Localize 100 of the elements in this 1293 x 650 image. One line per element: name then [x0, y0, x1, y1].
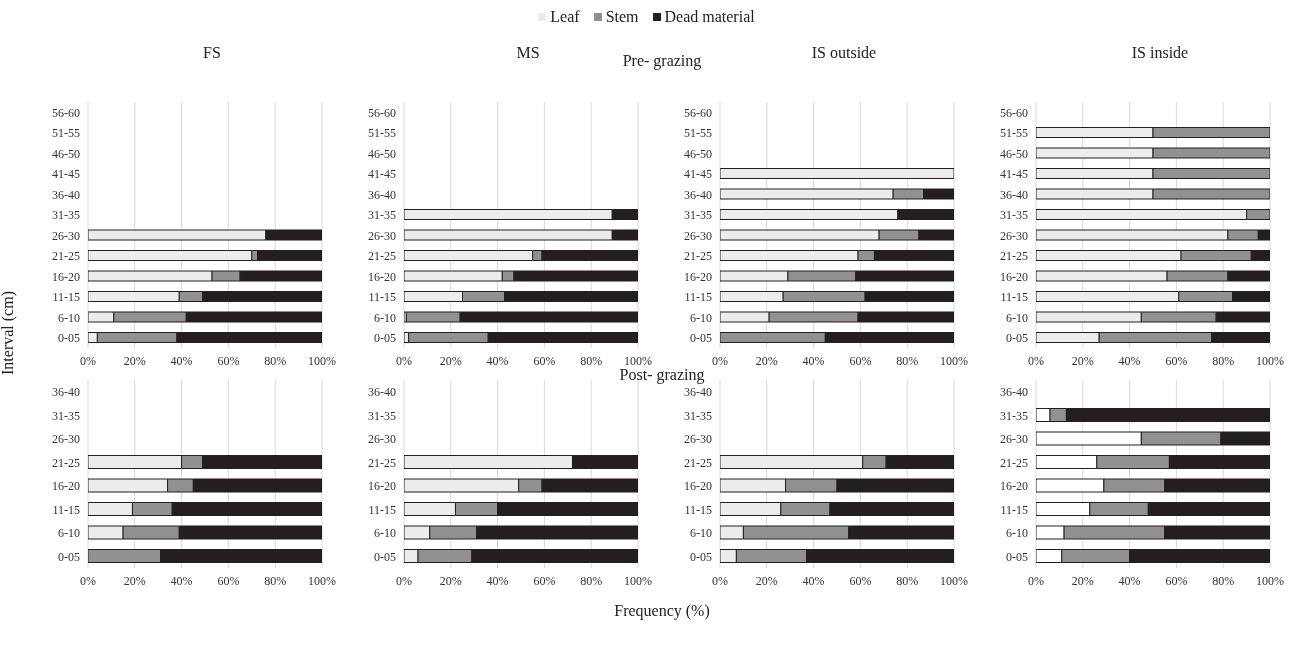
y-tick-label: 26-30: [684, 228, 712, 243]
y-tick-label: 16-20: [368, 269, 396, 284]
y-tick-label: 0-05: [374, 549, 396, 564]
x-tick-label: 100%: [940, 573, 968, 588]
y-tick-label: 36-40: [1000, 385, 1028, 400]
chart-title: FS: [202, 44, 222, 63]
x-tick-label: 80%: [264, 573, 287, 588]
x-tick-label: 100%: [308, 353, 336, 368]
x-tick-label: 60%: [1165, 573, 1188, 588]
x-tick-label: 20%: [1071, 353, 1094, 368]
x-tick-label: 80%: [896, 353, 919, 368]
y-tick-label: 0-05: [1006, 549, 1028, 564]
y-tick-label: 11-15: [52, 502, 80, 517]
x-tick-label: 40%: [802, 573, 825, 588]
y-tick-label: 21-25: [684, 249, 712, 264]
chart-title: IS inside: [1130, 44, 1190, 63]
y-tick-label: 21-25: [368, 455, 396, 470]
y-tick-label: 46-50: [52, 146, 80, 161]
x-tick-label: 40%: [802, 353, 825, 368]
y-tick-label: 11-15: [1000, 502, 1028, 517]
x-tick-label: 20%: [439, 573, 462, 588]
y-tick-label: 16-20: [52, 479, 80, 494]
x-tick-label: 0%: [80, 353, 96, 368]
y-tick-label: 46-50: [1000, 146, 1028, 161]
y-tick-label: 51-55: [684, 126, 712, 141]
y-tick-label: 41-45: [684, 167, 712, 182]
x-tick-label: 60%: [533, 573, 556, 588]
y-tick-label: 16-20: [684, 479, 712, 494]
x-tick-label: 100%: [1256, 353, 1284, 368]
y-tick-label: 41-45: [1000, 167, 1028, 182]
y-tick-label: 11-15: [684, 502, 712, 517]
y-tick-label: 6-10: [58, 310, 80, 325]
x-tick-label: 100%: [624, 573, 652, 588]
chart-title: MS: [516, 44, 540, 61]
x-tick-label: 40%: [170, 573, 193, 588]
y-tick-label: 16-20: [1000, 479, 1028, 494]
y-tick-label: 16-20: [684, 269, 712, 284]
x-tick-label: 40%: [486, 573, 509, 588]
y-axis-title: Interval (cm): [0, 290, 17, 377]
x-tick-label: 0%: [712, 573, 728, 588]
x-tick-label: 80%: [896, 573, 919, 588]
x-tick-label: 100%: [624, 353, 652, 368]
y-tick-label: 31-35: [368, 208, 396, 223]
chart-title: IS outside: [811, 44, 877, 61]
x-tick-label: 20%: [123, 353, 146, 368]
y-tick-label: 11-15: [52, 290, 80, 305]
y-tick-label: 56-60: [52, 105, 80, 120]
y-tick-label: 26-30: [368, 228, 396, 243]
y-tick-label: 56-60: [368, 105, 396, 120]
x-axis-title: Frequency (%): [613, 602, 711, 620]
y-tick-label: 26-30: [1000, 432, 1028, 447]
y-tick-label: 26-30: [1000, 228, 1028, 243]
y-tick-label: 31-35: [1000, 408, 1028, 423]
x-tick-label: 0%: [396, 353, 412, 368]
y-tick-label: 36-40: [684, 187, 712, 202]
x-tick-label: 60%: [217, 353, 240, 368]
y-tick-label: 36-40: [52, 385, 80, 400]
y-tick-label: 11-15: [1000, 290, 1028, 305]
y-tick-label: 26-30: [52, 228, 80, 243]
y-tick-label: 21-25: [368, 249, 396, 264]
y-tick-label: 0-05: [1006, 331, 1028, 346]
y-tick-label: 21-25: [684, 455, 712, 470]
x-tick-label: 80%: [580, 573, 603, 588]
y-tick-label: 26-30: [52, 432, 80, 447]
x-tick-label: 60%: [533, 353, 556, 368]
y-tick-label: 0-05: [58, 549, 80, 564]
y-tick-label: 36-40: [368, 187, 396, 202]
y-tick-label: 0-05: [690, 549, 712, 564]
y-tick-label: 36-40: [368, 385, 396, 400]
x-tick-label: 60%: [849, 353, 872, 368]
y-tick-label: 16-20: [1000, 269, 1028, 284]
y-tick-label: 31-35: [52, 208, 80, 223]
x-tick-label: 80%: [1212, 353, 1235, 368]
x-tick-label: 40%: [486, 353, 509, 368]
legend-label: Dead material: [663, 8, 755, 26]
y-tick-label: 0-05: [690, 331, 712, 346]
x-tick-label: 20%: [439, 353, 462, 368]
y-tick-label: 46-50: [684, 146, 712, 161]
y-tick-label: 26-30: [368, 432, 396, 447]
y-tick-label: 6-10: [690, 526, 712, 541]
y-tick-label: 16-20: [52, 269, 80, 284]
x-tick-label: 40%: [1118, 353, 1141, 368]
annotation: Post- grazing: [618, 366, 706, 384]
y-tick-label: 56-60: [1000, 105, 1028, 120]
y-tick-label: 6-10: [58, 526, 80, 541]
y-tick-label: 6-10: [1006, 526, 1028, 541]
x-tick-label: 0%: [396, 573, 412, 588]
y-tick-label: 0-05: [58, 331, 80, 346]
y-tick-label: 31-35: [368, 408, 396, 423]
y-tick-label: 21-25: [1000, 249, 1028, 264]
x-tick-label: 20%: [755, 353, 778, 368]
bar: [720, 168, 954, 179]
y-tick-label: 36-40: [52, 187, 80, 202]
x-tick-label: 0%: [1028, 573, 1044, 588]
x-tick-label: 20%: [755, 573, 778, 588]
y-tick-label: 36-40: [1000, 187, 1028, 202]
x-tick-label: 0%: [80, 573, 96, 588]
y-tick-label: 56-60: [684, 105, 712, 120]
y-tick-label: 31-35: [684, 208, 712, 223]
y-tick-label: 11-15: [684, 290, 712, 305]
